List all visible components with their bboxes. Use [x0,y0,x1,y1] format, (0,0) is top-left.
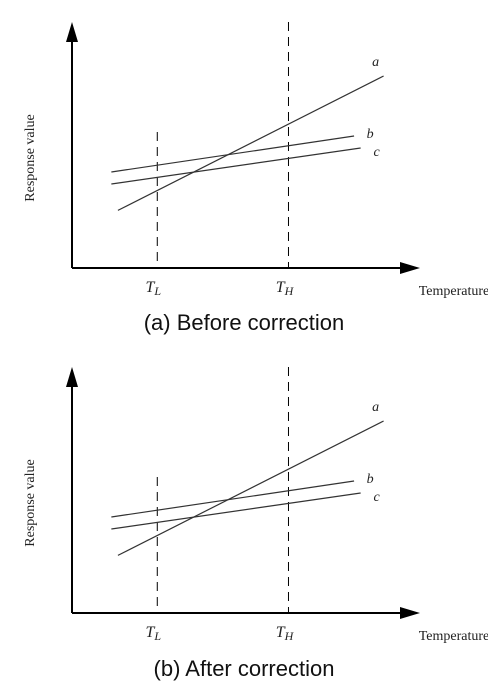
chart-panel-b: Response value Temperature TL TH a b c [0,345,488,650]
series-line-c [111,492,361,530]
chart-panel-a: Response value Temperature TL TH a b c [0,0,488,305]
caption-a: (a) Before correction [143,310,345,335]
series-line-a [117,75,384,211]
chart-a: Response value Temperature TL TH a bc [23,22,488,299]
series-line-a [117,420,384,556]
tick-label-l: TL [145,624,161,643]
y-axis-label: Response value [23,114,38,201]
x-axis-arrow [400,262,420,274]
y-axis-label: Response value [23,459,38,546]
y-axis-arrow [66,22,78,42]
series-label-c: c [374,490,381,505]
series-label-b: b [367,472,374,487]
x-axis-label: Temperature [419,284,488,299]
series-label-a: a [372,55,379,70]
x-axis-arrow [400,607,420,619]
series-line-b [111,135,355,173]
chart-b: Response value Temperature TL TH a bc [23,367,488,644]
tick-label-l: TL [145,279,161,298]
series-label-c: c [374,145,381,160]
caption-b: (b) After correction [153,656,335,681]
tick-label-h: TH [276,624,295,643]
series-line-b [111,480,355,518]
x-axis-label: Temperature [419,629,488,644]
y-axis-arrow [66,367,78,387]
series-line-c [111,147,361,185]
tick-label-h: TH [276,279,295,298]
series-label-a: a [372,400,379,415]
series-label-b: b [367,127,374,142]
